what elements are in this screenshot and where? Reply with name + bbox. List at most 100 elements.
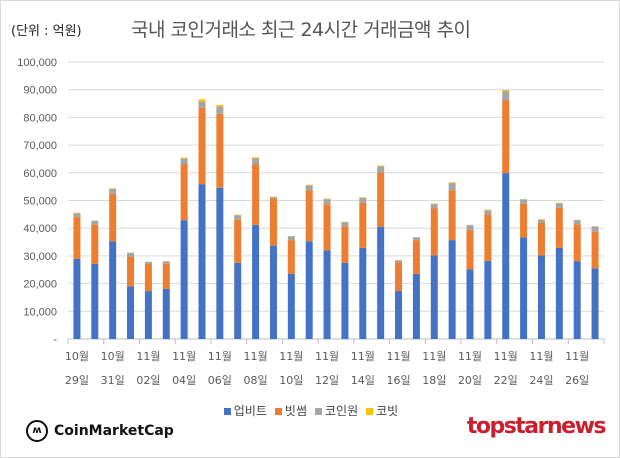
bar-segment-빗썸 [323,204,331,251]
bar-segment-업비트 [109,241,117,339]
y-tick-label: 50,000 [23,196,57,208]
bar-segment-빗썸 [466,230,474,270]
x-tick-label-month: 11월 [494,350,518,363]
bar-segment-빗썸 [537,222,545,256]
bar-segment-업비트 [73,258,81,339]
x-tick-label-month: 11월 [351,350,375,363]
bar-segment-코인원 [430,204,438,209]
x-tick-label-day: 31일 [101,373,125,387]
bar-segment-코인원 [73,213,81,217]
bar-segment-업비트 [555,247,563,339]
bar-segment-빗썸 [127,257,135,287]
stacked-bar-chart: - 10,000 20,000 30,000 40,000 50,000 60,000 70,… [17,57,605,387]
bar-segment-빗썸 [234,219,242,263]
y-tick-label: 80,000 [23,112,57,124]
coinmarketcap-icon: ʍ [26,420,48,442]
bar-segment-업비트 [377,226,385,339]
bar-segment-코인원 [305,185,313,191]
legend-item: 코빗 [366,402,398,419]
bar-segment-코빗 [234,214,242,216]
x-tick-label-day: 26일 [565,373,589,387]
bar-segment-코인원 [573,220,581,225]
bar-segment-코빗 [73,212,81,214]
bar-segment-업비트 [162,288,170,339]
bar-segment-코인원 [537,219,545,223]
bar-segment-빗썸 [252,164,260,225]
bar-segment-코인원 [287,236,295,241]
bar-segment-코인원 [144,261,152,264]
bar-segment-빗썸 [591,231,599,269]
bar-segment-업비트 [198,184,206,339]
bar-segment-코빗 [377,165,385,167]
y-tick-label: 40,000 [23,223,57,235]
bar-segment-코인원 [484,210,492,215]
x-tick-label-day: 14일 [351,373,375,387]
legend-label: 코빗 [376,404,399,418]
bar-segment-코빗 [109,188,117,189]
legend-swatch [315,408,322,415]
x-tick-label-day: 20일 [458,373,482,387]
bar-segment-코인원 [109,188,117,194]
bar-segment-업비트 [91,263,99,339]
x-tick-label-day: 12일 [315,373,339,387]
bar-segment-업비트 [341,262,349,339]
bar-segment-코인원 [412,237,420,241]
bar-segment-업비트 [395,291,403,339]
bar-segment-업비트 [144,291,152,339]
bar-segment-업비트 [287,273,295,339]
bar-segment-코인원 [234,215,242,220]
bar-segment-코인원 [162,261,170,264]
bar-segment-업비트 [466,269,474,339]
bar-segment-빗썸 [555,207,563,248]
bar-segment-빗썸 [144,263,152,292]
coinmarketcap-logo: ʍ CoinMarketCap [26,420,174,442]
bar-segment-코인원 [341,222,349,227]
bar-segment-업비트 [573,261,581,339]
bar-segment-코인원 [269,196,277,199]
bar-segment-빗썸 [305,190,313,242]
bar-segment-업비트 [252,224,260,339]
bar-segment-코빗 [502,89,510,92]
y-tick-label: 90,000 [23,85,57,97]
x-tick-label-month: 11월 [529,350,553,363]
x-tick-label-month: 11월 [279,350,303,363]
bar-segment-업비트 [412,273,420,339]
bar-segment-업비트 [323,250,331,339]
x-tick-label-month: 11월 [208,350,232,363]
bar-segment-빗썸 [395,262,403,292]
x-tick-label-day: 22일 [494,373,518,387]
bar-segment-코빗 [430,203,438,205]
bar-segment-코빗 [180,157,188,159]
bar-segment-업비트 [484,260,492,339]
bar-segment-코인원 [377,166,385,173]
y-tick-label: 70,000 [23,140,57,152]
bar-segment-코인원 [216,106,224,114]
bar-segment-코인원 [252,158,260,165]
bar-segment-코빗 [198,99,206,102]
bar-segment-코인원 [591,226,599,232]
x-tick-label-day: 18일 [422,373,446,387]
x-tick-label-month: 11월 [458,350,482,363]
bar-segment-코인원 [555,203,563,208]
x-tick-label-month: 11월 [172,350,196,363]
x-tick-label-day: 29일 [65,373,89,387]
bar-segment-빗썸 [359,202,367,248]
bar-segment-업비트 [591,268,599,339]
bar-segment-빗썸 [287,240,295,274]
bar-segment-코인원 [395,260,403,263]
bar-segment-코인원 [502,91,510,101]
bar-segment-코인원 [520,199,528,204]
bar-segment-빗썸 [377,172,385,227]
bar-segment-코인원 [448,183,456,191]
bar-segment-코인원 [180,158,188,165]
bar-segment-코인원 [127,252,135,258]
x-tick-label-month: 11월 [136,350,160,363]
x-tick-label-day: 02일 [136,373,160,387]
y-tick-label: 100,000 [17,57,57,69]
x-tick-label-month: 11월 [565,350,589,363]
bar-segment-업비트 [269,245,277,339]
bar-segment-빗썸 [73,216,81,259]
legend-swatch [366,408,374,415]
bar-segment-코빗 [359,197,367,198]
bar-segment-코빗 [305,184,313,186]
